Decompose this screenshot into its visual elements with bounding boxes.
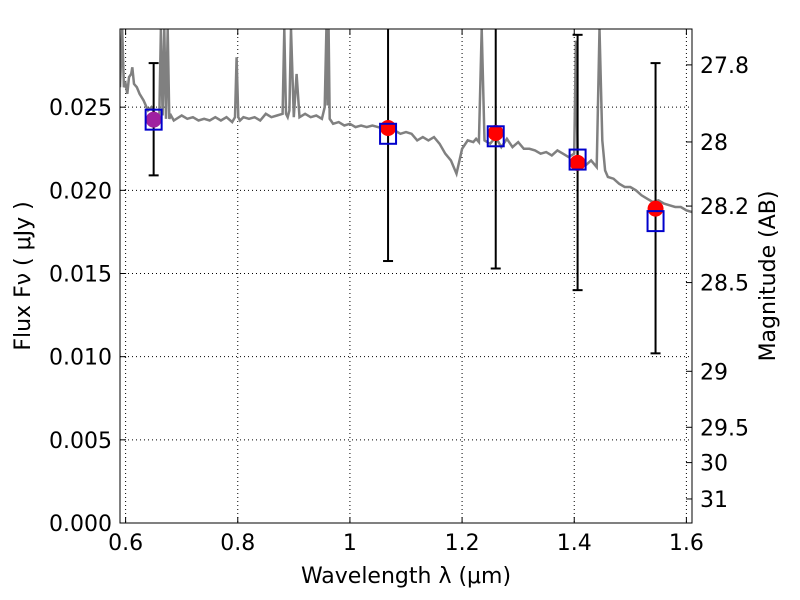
y-axis-right-label: Magnitude (AB) — [756, 191, 781, 362]
model-flux-box — [568, 148, 587, 171]
magnitude-tick-label: 28 — [700, 131, 728, 156]
model-flux-box — [646, 210, 665, 233]
y-tick-label: 0.025 — [49, 96, 112, 121]
observed-flux-point — [145, 111, 162, 128]
magnitude-axis-ticks: 27.8 28 28.2 28.5 29 29.5 30 31 — [686, 54, 749, 513]
magnitude-tick-label: 30 — [700, 452, 728, 477]
error-bars — [148, 29, 661, 355]
observed-flux-point — [647, 200, 664, 217]
plot-frame — [119, 28, 693, 524]
y-tick-label: 0.000 — [49, 512, 112, 537]
x-axis-label: Wavelength λ (μm) — [301, 564, 511, 589]
magnitude-tick-label: 28.2 — [700, 195, 749, 220]
model-spectrum-line — [120, 29, 692, 214]
x-tick-label: 0.8 — [220, 531, 255, 556]
y-tick-label: 0.020 — [49, 179, 112, 204]
magnitude-tick-label: 27.8 — [700, 54, 749, 79]
magnitude-tick-label: 29 — [700, 360, 728, 385]
magnitude-tick-label: 28.5 — [700, 272, 749, 297]
x-axis-ticks: 0.6 0.8 1 1.2 1.4 1.6 — [108, 29, 704, 556]
x-tick-label: 1 — [343, 531, 357, 556]
x-tick-label: 1.4 — [557, 531, 592, 556]
y-tick-label: 0.010 — [49, 346, 112, 371]
x-tick-label: 1.6 — [669, 531, 704, 556]
model-flux-box — [144, 108, 163, 131]
x-tick-label: 1.2 — [445, 531, 480, 556]
grid-lines — [120, 29, 692, 524]
magnitude-tick-label: 29.5 — [700, 416, 749, 441]
observed-flux-point — [569, 154, 586, 171]
observed-flux-point — [487, 124, 504, 141]
observed-flux-point — [380, 119, 397, 136]
model-flux-box — [379, 122, 398, 145]
y-tick-label: 0.015 — [49, 263, 112, 288]
y-axis-label: Flux Fν ( μJy ) — [11, 201, 36, 350]
model-flux-box — [486, 125, 505, 148]
data-markers — [144, 108, 665, 233]
y-tick-label: 0.005 — [49, 429, 112, 454]
magnitude-tick-label: 31 — [700, 488, 728, 513]
y-axis-ticks: 0.000 0.005 0.010 0.015 0.020 0.025 — [49, 96, 126, 537]
x-tick-label: 0.6 — [108, 531, 143, 556]
